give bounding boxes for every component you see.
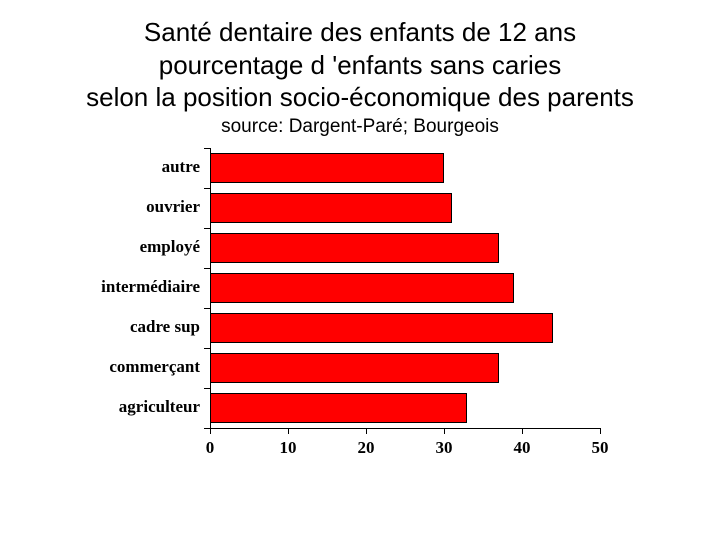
x-tick-label: 0 (206, 438, 215, 458)
chart-source: source: Dargent-Paré; Bourgeois (0, 116, 720, 138)
category-label: intermédiaire (80, 277, 200, 297)
bar-employé (210, 233, 499, 263)
bar-cadre sup (210, 313, 553, 343)
x-tick-label: 50 (592, 438, 609, 458)
title-line-2: pourcentage d 'enfants sans caries (159, 50, 561, 80)
x-tick-label: 20 (358, 438, 375, 458)
category-label: ouvrier (80, 197, 200, 217)
title-line-3: selon la position socio-économique des p… (86, 82, 634, 112)
category-label: agriculteur (80, 397, 200, 417)
bar-commerçant (210, 353, 499, 383)
bar-chart: autre ouvrier employé intermédiaire cadre su… (80, 148, 640, 468)
bar-ouvrier (210, 193, 452, 223)
category-label: autre (80, 157, 200, 177)
category-label: commerçant (80, 357, 200, 377)
category-label: employé (80, 237, 200, 257)
x-tick-label: 30 (436, 438, 453, 458)
x-tick-label: 10 (280, 438, 297, 458)
title-line-1: Santé dentaire des enfants de 12 ans (144, 17, 576, 47)
category-label: cadre sup (80, 317, 200, 337)
x-tick-label: 40 (514, 438, 531, 458)
bar-intermédiaire (210, 273, 514, 303)
chart-title: Santé dentaire des enfants de 12 ans pou… (20, 16, 700, 114)
bar-agriculteur (210, 393, 467, 423)
bar-autre (210, 153, 444, 183)
